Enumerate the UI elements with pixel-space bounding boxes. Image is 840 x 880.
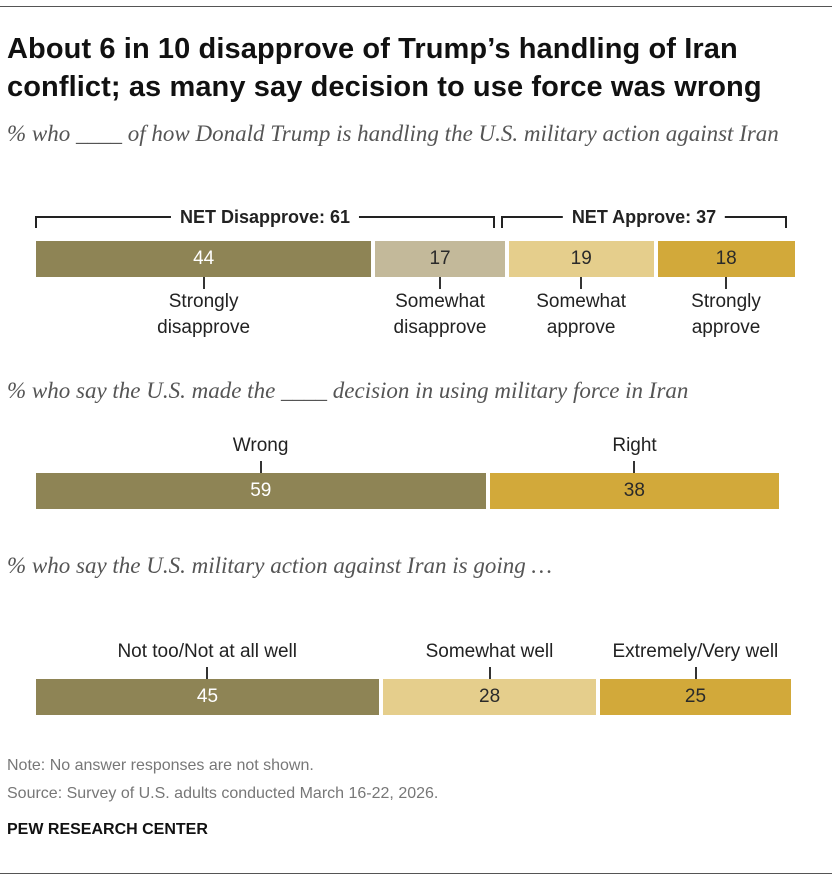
net-approve-label: NET Approve: 37	[562, 206, 726, 228]
label-tick	[439, 277, 442, 289]
category-label: Strongly disapprove	[157, 291, 251, 338]
net-disapprove-tick-right	[493, 216, 495, 228]
label-tick	[259, 461, 262, 473]
source-text: Source: Survey of U.S. adults conducted …	[7, 785, 439, 802]
pew-logo-text: PEW RESEARCH CENTER	[7, 821, 208, 838]
category-label: Somewhat approve	[536, 291, 626, 338]
label-tick	[488, 667, 491, 679]
bar-segment-wrong: 59	[36, 473, 486, 509]
net-disapprove-label: NET Disapprove: 61	[170, 206, 360, 228]
category-label: Somewhat disapprove	[393, 291, 487, 338]
bar-value-label: 38	[623, 480, 645, 501]
subtitle-2: % who say the U.S. made the ____ decisio…	[7, 378, 689, 403]
bar-value-label: 18	[715, 248, 737, 269]
bar-value-label: 19	[570, 248, 592, 269]
category-label: Right	[612, 435, 657, 456]
bar-value-label: 59	[250, 480, 272, 501]
net-approve-tick-left	[501, 216, 503, 228]
bar-segment-strongly-disapprove: 44	[36, 241, 372, 277]
label-tick	[725, 277, 728, 289]
subtitle-3: % who say the U.S. military action again…	[7, 553, 552, 578]
top-rule	[0, 6, 832, 7]
bar-segment-somewhat-disapprove: 17	[375, 241, 505, 277]
bar-value-label: 28	[479, 686, 501, 707]
bar-value-label: 17	[429, 248, 451, 269]
net-disapprove-tick-left	[35, 216, 37, 228]
bar-segment-right: 38	[489, 473, 780, 509]
bar-segment-strongly-approve: 18	[657, 241, 795, 277]
bottom-rule	[0, 873, 832, 874]
label-tick	[202, 277, 205, 289]
bar-segment-somewhat-approve: 19	[508, 241, 654, 277]
bar-segment-somewhat-well: 28	[382, 679, 597, 715]
category-label: Not too/Not at all well	[117, 641, 297, 662]
bar-value-label: 25	[684, 686, 707, 707]
note-text: Note: No answer responses are not shown.	[7, 757, 314, 774]
bar-segment-extremely-very-well: 25	[600, 679, 791, 715]
category-label: Wrong	[232, 435, 289, 456]
label-tick	[580, 277, 583, 289]
label-tick	[633, 461, 636, 473]
bar-value-label: 45	[196, 686, 219, 707]
bar-segment-not-too-not-at-all-well: 45	[36, 679, 379, 715]
net-approve-bracket: NET Approve: 37	[501, 206, 787, 228]
chart-title: About 6 in 10 disapprove of Trump’s hand…	[7, 33, 762, 103]
category-label: Extremely/Very well	[612, 641, 779, 662]
category-label: Strongly approve	[691, 291, 761, 338]
net-approve-tick-right	[785, 216, 787, 228]
category-label: Somewhat well	[425, 641, 554, 662]
label-tick	[206, 667, 209, 679]
bar-value-label: 44	[193, 248, 215, 269]
subtitle-1: % who ____ of how Donald Trump is handli…	[7, 121, 779, 146]
label-tick	[694, 667, 697, 679]
net-disapprove-bracket: NET Disapprove: 61	[35, 206, 495, 228]
